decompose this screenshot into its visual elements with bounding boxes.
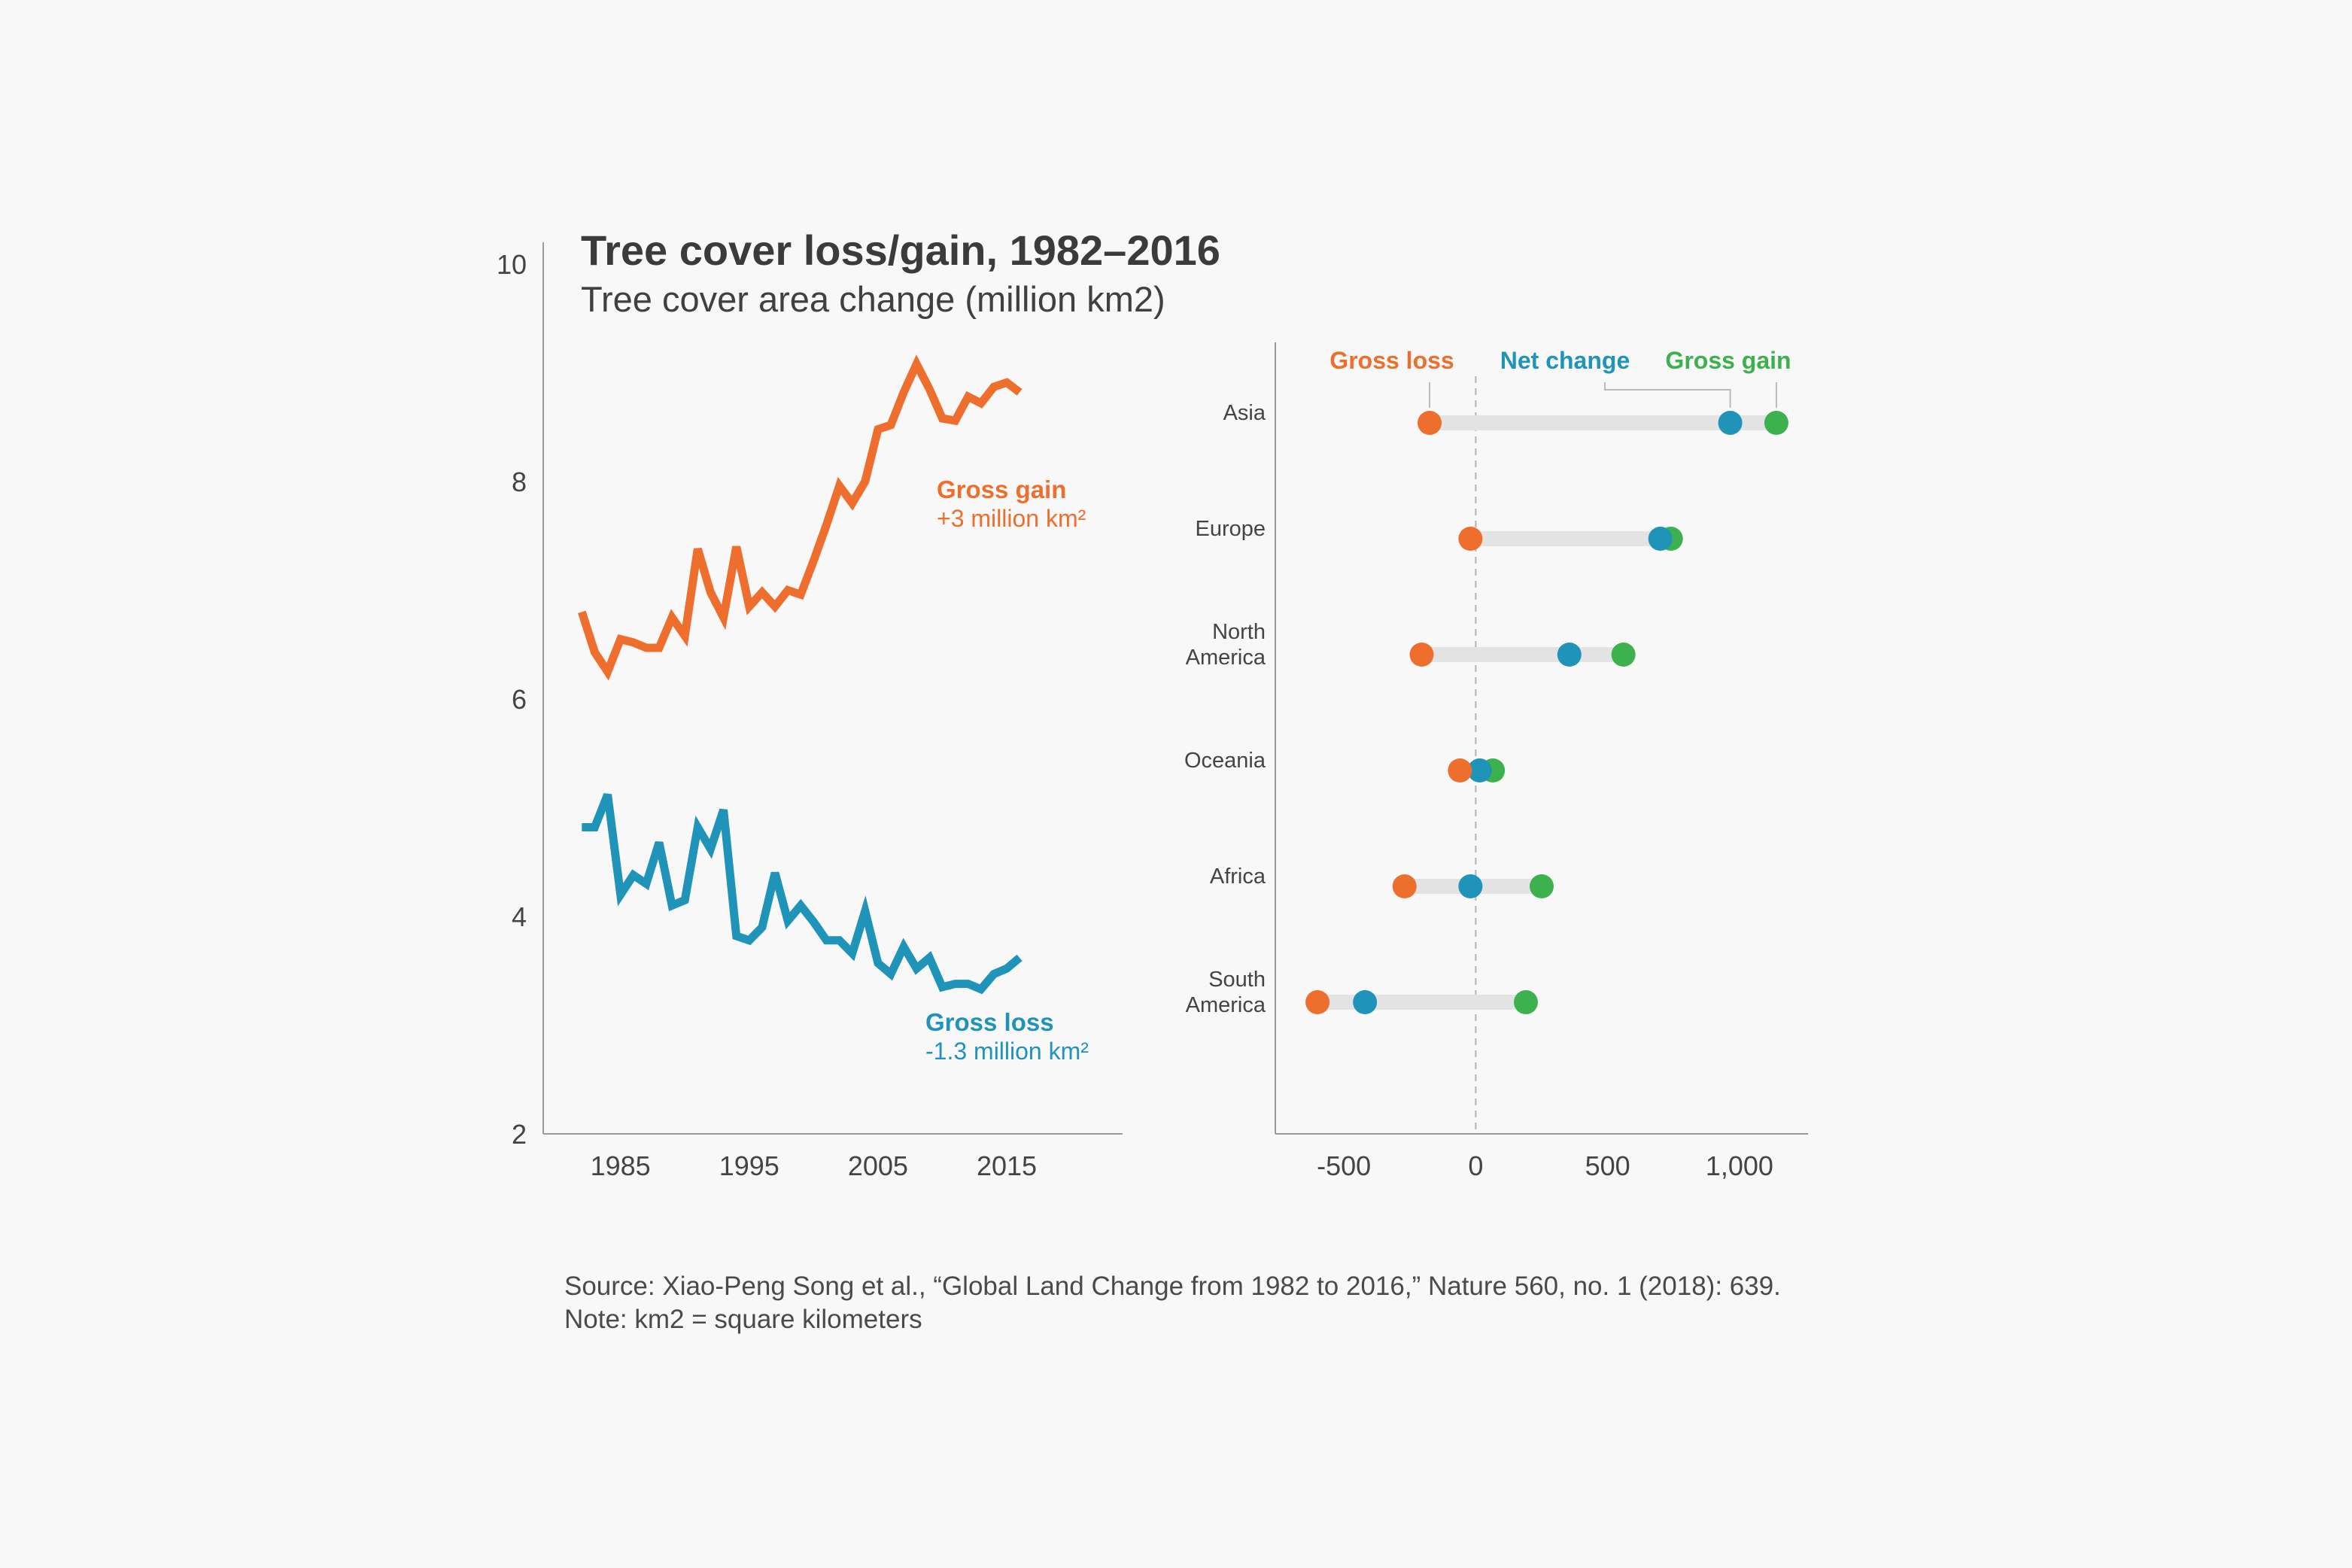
gross-loss-point: [1458, 527, 1483, 551]
net-change-point: [1353, 990, 1378, 1014]
gross-loss-label: Gross loss: [925, 1008, 1054, 1036]
category-label: America: [1186, 993, 1266, 1017]
category-label: America: [1186, 646, 1266, 670]
legend-gross-loss: Gross loss: [1329, 347, 1454, 374]
x-tick-label: 1995: [719, 1150, 779, 1181]
y-tick-label: 6: [512, 684, 527, 715]
gross-loss-line: [582, 793, 1023, 995]
gross-gain-line: [578, 354, 1023, 681]
legend-net-change: Net change: [1500, 347, 1630, 374]
gross-loss-point: [1392, 874, 1417, 898]
net-change-point: [1458, 874, 1483, 898]
dumbbell-chart: -500 0 500 1,000AsiaEuropeNorthAmericaOcean…: [1184, 342, 1808, 1181]
category-label: South: [1208, 968, 1266, 992]
x-tick-label: 0: [1468, 1150, 1483, 1181]
gross-gain-label: Gross gain: [937, 476, 1066, 503]
x-tick-label: 500: [1585, 1150, 1630, 1181]
gross-gain-annotation: +3 million km²: [937, 505, 1086, 532]
category-label: Europe: [1195, 517, 1266, 541]
gross-gain-point: [1513, 990, 1538, 1014]
category-label: Asia: [1223, 401, 1266, 425]
line-chart: 2 4 6 8 10 1985 1995 2005 2015 Gross gain+3 milli…: [497, 242, 1123, 1181]
x-tick-label: 1985: [591, 1150, 651, 1181]
category-label: Africa: [1210, 865, 1266, 889]
y-tick-label: 10: [497, 249, 527, 280]
page-title: Tree cover loss/gain, 1982–2016: [581, 226, 1220, 274]
chart-subtitle: Tree cover area change (million km2): [581, 279, 1165, 319]
gross-loss-point: [1448, 758, 1472, 782]
x-tick-label: 1,000: [1706, 1150, 1773, 1181]
gross-gain-point: [1530, 874, 1554, 898]
source-note: Source: Xiao-Peng Song et al., “Global L…: [564, 1270, 1781, 1336]
net-change-point: [1648, 527, 1673, 551]
category-label: Oceania: [1184, 749, 1266, 773]
x-tick-label: 2005: [848, 1150, 908, 1181]
net-change-point: [1718, 411, 1743, 435]
footnote-text: Note: km2 = square kilometers: [564, 1305, 922, 1334]
net-change-point: [1467, 758, 1492, 782]
y-tick-label: 4: [512, 901, 527, 932]
gross-loss-point: [1418, 411, 1442, 435]
gross-loss-annotation: -1.3 million km²: [925, 1038, 1089, 1065]
category-label: North: [1212, 620, 1266, 644]
legend-gross-gain: Gross gain: [1665, 347, 1791, 374]
y-tick-label: 8: [512, 466, 527, 497]
x-tick-label: -500: [1317, 1150, 1371, 1181]
net-change-point: [1557, 643, 1582, 667]
y-tick-label: 2: [512, 1119, 527, 1150]
gross-gain-point: [1764, 411, 1788, 435]
gross-loss-point: [1409, 643, 1434, 667]
x-tick-label: 2015: [977, 1150, 1037, 1181]
gross-gain-point: [1611, 643, 1636, 667]
source-text: Source: Xiao-Peng Song et al., “Global L…: [564, 1272, 1781, 1301]
gross-loss-point: [1305, 990, 1330, 1014]
legend-leader-line: [1604, 382, 1731, 408]
